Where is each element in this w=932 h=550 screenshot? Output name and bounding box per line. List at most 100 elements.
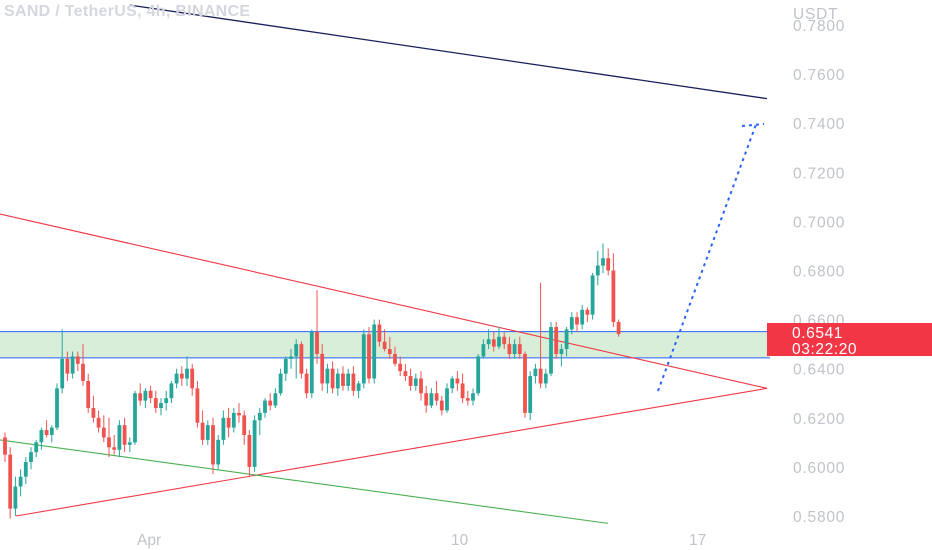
candle [439, 395, 444, 416]
candle [164, 390, 169, 411]
candle [309, 329, 314, 399]
candle [595, 250, 600, 286]
candle [159, 398, 163, 416]
price-tick-label: 0.7000 [793, 214, 845, 231]
candle-body [367, 334, 371, 379]
candle [330, 361, 335, 394]
candle-body [382, 341, 387, 350]
candle [242, 410, 247, 445]
candle [49, 425, 54, 443]
candle [497, 326, 501, 350]
candle [387, 336, 392, 359]
candle-body [86, 380, 91, 408]
candle [341, 366, 345, 391]
green-support-line [0, 439, 609, 524]
price-tick-label: 0.5800 [793, 509, 845, 526]
candle-body [533, 368, 538, 377]
candle-body [549, 326, 553, 374]
candle [429, 388, 434, 408]
last-price-value: 0.6541 [792, 325, 843, 342]
candle [315, 290, 319, 364]
candle-body [164, 398, 169, 404]
price-tick-label: 0.6400 [793, 362, 845, 379]
candle-body [569, 317, 574, 330]
candle-body [424, 393, 429, 406]
candle-body [29, 452, 33, 462]
candle-body [257, 412, 262, 421]
candle [81, 344, 85, 386]
candle-body [616, 322, 621, 335]
candle [70, 351, 75, 379]
candle [465, 390, 470, 406]
candle-body [55, 388, 59, 428]
candle-body [538, 368, 543, 384]
candle-body [23, 461, 28, 477]
projection-arrowhead [741, 123, 765, 127]
candle-body [143, 390, 148, 401]
time-axis[interactable]: Apr 10 17 [137, 532, 706, 549]
candle-body [507, 344, 512, 354]
candle-body [341, 373, 345, 386]
candle-body [476, 356, 481, 394]
candle [434, 380, 439, 406]
price-tick-label: 0.7600 [793, 67, 845, 84]
candle-body [153, 398, 158, 408]
candle [34, 439, 39, 458]
candle-body [138, 393, 143, 401]
candle-body [413, 378, 418, 386]
candle-body [502, 336, 507, 345]
candle [611, 253, 616, 327]
candle [263, 398, 267, 418]
candle-body [377, 324, 382, 342]
candle [44, 420, 49, 438]
candle [554, 322, 559, 359]
candle-body [242, 415, 247, 435]
candle [543, 368, 548, 389]
candle [299, 341, 304, 379]
candle [122, 417, 127, 453]
candle [419, 371, 423, 401]
candle-body [595, 265, 600, 276]
candle [481, 339, 486, 359]
candle [528, 371, 533, 421]
candle-body [564, 329, 569, 350]
candle-body [70, 356, 75, 374]
candle-body [169, 383, 174, 399]
candle-body [590, 275, 595, 315]
candle-body [211, 425, 215, 465]
candle [517, 336, 522, 359]
candle-body [523, 353, 527, 413]
candle [361, 329, 366, 389]
candle [112, 434, 117, 455]
candle-body [559, 349, 564, 354]
candle-body [148, 390, 153, 399]
candle-body [512, 344, 517, 354]
price-badge-bg [767, 323, 932, 356]
candle [127, 437, 132, 453]
candle [398, 356, 403, 377]
candle-body [361, 334, 366, 384]
candle-body [226, 417, 231, 428]
candle [502, 331, 507, 350]
candle [471, 388, 475, 406]
candle-body [75, 356, 80, 364]
candle-body [60, 358, 65, 389]
candle-body [200, 422, 205, 440]
candle [252, 415, 257, 472]
candle [91, 395, 96, 423]
chart-title: SAND / TetherUS, 4h, BINANCE [4, 3, 251, 20]
candle [335, 368, 340, 396]
candle [304, 368, 309, 399]
candle [101, 415, 106, 443]
candle-body [351, 373, 356, 391]
candle-body [237, 412, 241, 416]
candle [107, 417, 111, 458]
candle-body [278, 373, 283, 394]
candle [445, 383, 449, 413]
bar-countdown: 03:22:20 [792, 341, 857, 358]
candle-body [91, 407, 96, 418]
candle-body [18, 476, 23, 487]
